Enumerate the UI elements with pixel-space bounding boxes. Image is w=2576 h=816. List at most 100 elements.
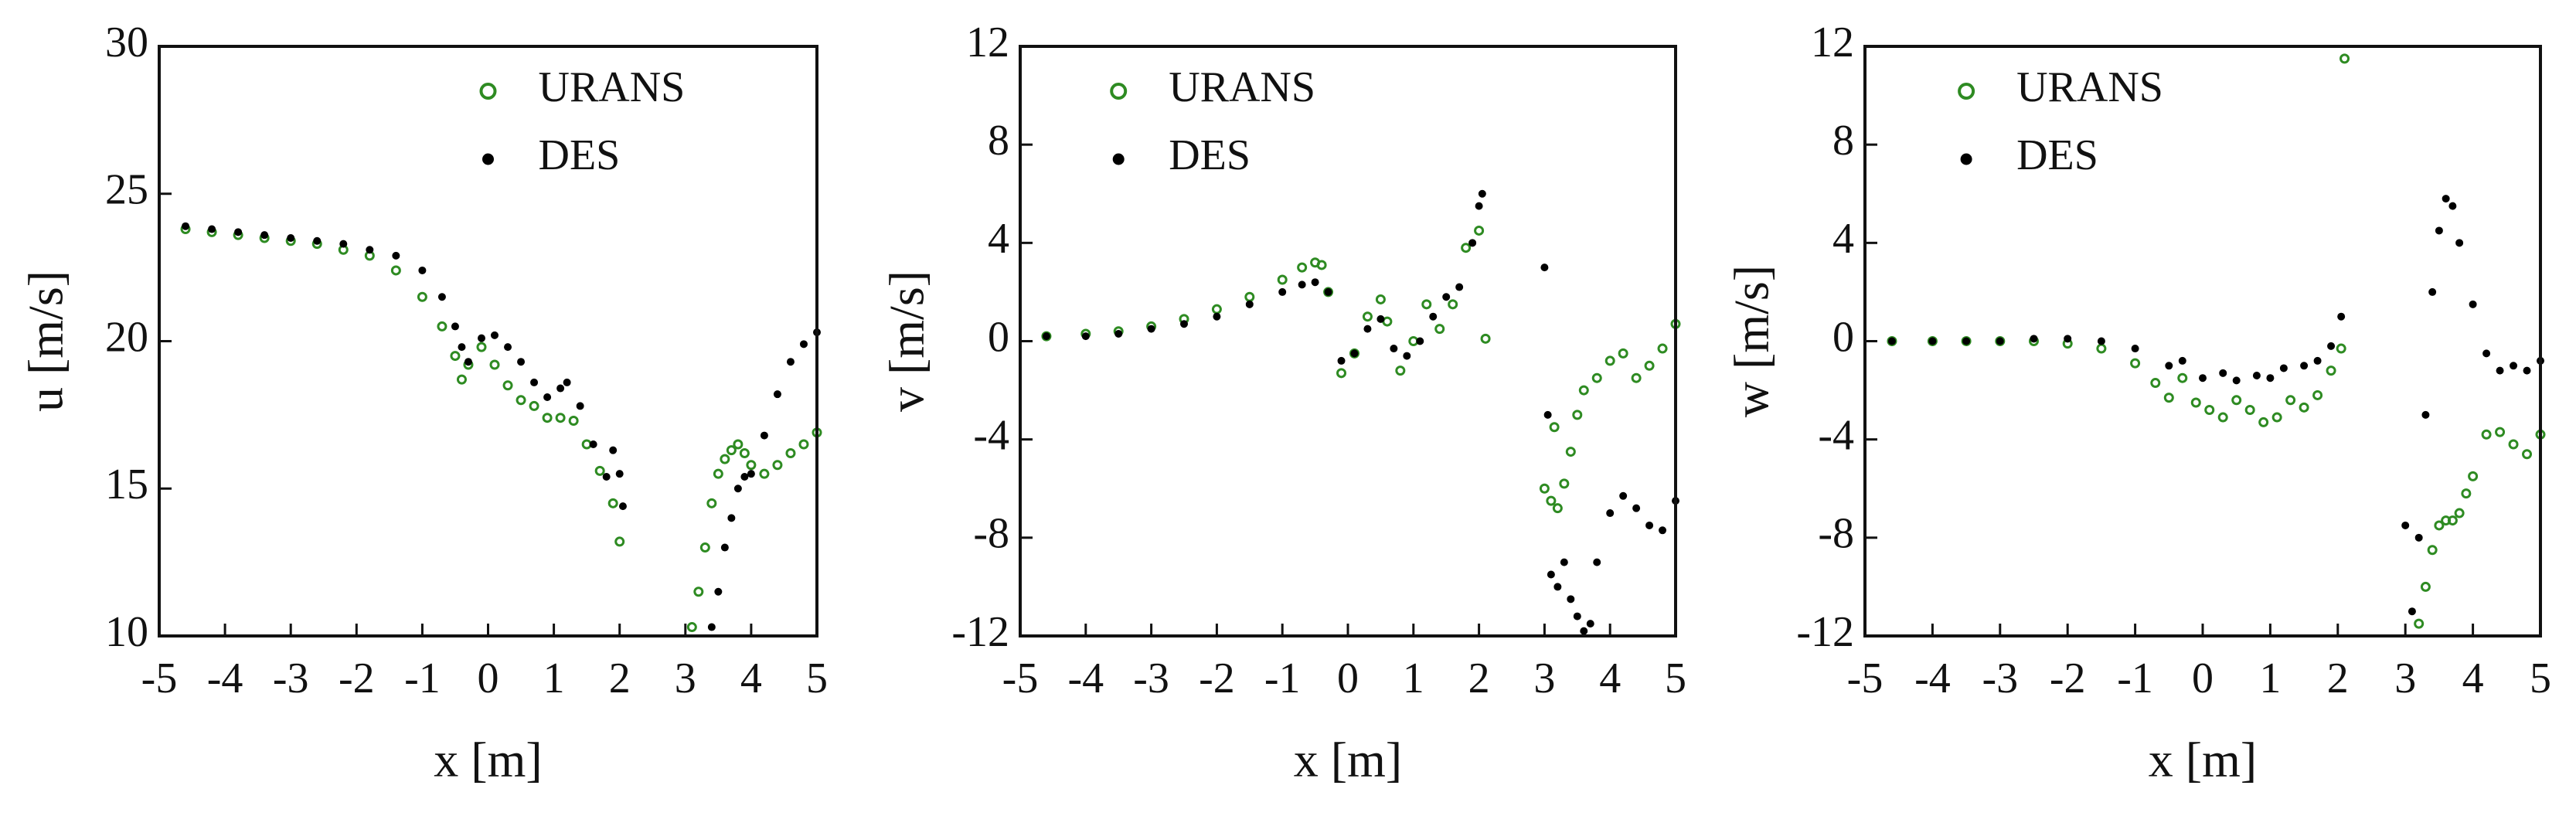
data-point <box>1403 352 1411 360</box>
x-tick-label: 3 <box>675 654 696 702</box>
y-tick-label: -8 <box>973 510 1009 558</box>
data-point <box>2326 366 2336 376</box>
data-point <box>773 390 781 399</box>
data-point <box>2064 335 2072 343</box>
data-point <box>1559 478 1570 489</box>
data-point <box>1468 239 1477 247</box>
data-point <box>1363 325 1372 333</box>
data-point <box>594 465 605 476</box>
data-point <box>607 498 618 508</box>
y-tick-label: 8 <box>1832 117 1854 165</box>
data-point <box>2420 581 2431 592</box>
data-point <box>502 380 513 391</box>
data-point <box>451 322 459 331</box>
x-axis-label: x [m] <box>1294 733 1402 787</box>
data-point <box>556 384 565 393</box>
data-point <box>747 470 755 478</box>
data-point <box>437 321 447 332</box>
data-point <box>2421 410 2430 419</box>
data-point <box>2455 239 2464 247</box>
x-tick-label: 4 <box>1599 654 1621 702</box>
x-tick-label: -2 <box>1199 654 1235 702</box>
y-tick-label: 12 <box>1811 19 1854 66</box>
data-point <box>2408 607 2416 616</box>
data-point <box>609 446 618 454</box>
legend-marker <box>1110 83 1128 100</box>
y-tick-label: 12 <box>966 19 1009 66</box>
data-point <box>2428 287 2437 296</box>
data-point <box>1546 495 1557 506</box>
data-point <box>1552 503 1563 514</box>
data-point <box>2204 405 2215 416</box>
data-point <box>2414 618 2425 629</box>
data-point <box>2300 362 2309 370</box>
data-point <box>1475 202 1483 210</box>
y-tick-label: 20 <box>105 313 148 361</box>
data-point <box>1362 311 1373 322</box>
data-point <box>1442 293 1451 301</box>
data-point <box>733 439 744 450</box>
y-axis-label: u [m/s] <box>19 270 73 412</box>
x-tick-label: -3 <box>1982 654 2018 702</box>
y-tick-label: 4 <box>988 215 1009 263</box>
legend-marker <box>1958 83 1975 100</box>
x-tick-label: -4 <box>1067 654 1104 702</box>
y-tick-label: 10 <box>105 608 148 656</box>
x-axis-label: x [m] <box>2149 733 2257 787</box>
data-point <box>2482 349 2491 358</box>
data-point <box>489 359 500 370</box>
data-point <box>1591 372 1602 383</box>
data-point <box>2190 397 2201 408</box>
data-point <box>1213 312 1221 321</box>
y-tick-label: 8 <box>988 117 1009 165</box>
x-tick-label: -2 <box>339 654 375 702</box>
x-tick-label: 0 <box>1337 654 1359 702</box>
data-point <box>1996 337 2004 345</box>
data-point <box>2339 53 2350 64</box>
x-tick-label: -3 <box>1133 654 1169 702</box>
x-tick-label: -1 <box>1264 654 1301 702</box>
y-tick-label: 4 <box>1832 215 1854 263</box>
data-point <box>1657 343 1668 354</box>
data-point <box>615 470 624 478</box>
data-point <box>339 240 348 248</box>
data-point <box>713 468 723 479</box>
data-point <box>2096 343 2107 354</box>
data-point <box>1539 483 1550 494</box>
plot-frame <box>158 45 818 638</box>
data-point <box>543 393 552 401</box>
x-tick-label: -1 <box>404 654 441 702</box>
data-point <box>1298 280 1306 289</box>
data-point <box>2468 471 2479 481</box>
data-point <box>2481 429 2492 440</box>
data-point <box>2496 366 2504 375</box>
data-point <box>1461 243 1472 253</box>
data-point <box>2447 515 2458 526</box>
data-point <box>208 225 216 233</box>
data-point <box>418 266 427 274</box>
data-point <box>2435 226 2443 235</box>
data-point <box>1645 521 1654 529</box>
y-tick-label: 0 <box>1832 313 1854 361</box>
data-point <box>450 351 461 362</box>
data-point <box>2523 366 2531 375</box>
data-point <box>1448 299 1458 310</box>
data-point <box>1211 304 1222 314</box>
data-point <box>1659 526 1667 535</box>
x-tick-label: 1 <box>543 654 565 702</box>
data-point <box>2219 369 2227 377</box>
data-point <box>234 228 243 236</box>
data-point <box>1081 332 1090 341</box>
data-point <box>1244 291 1255 302</box>
data-point <box>2266 374 2275 382</box>
y-tick-label: -12 <box>951 608 1009 656</box>
data-point <box>2165 362 2173 370</box>
data-point <box>706 498 717 508</box>
x-tick-label: -2 <box>2050 654 2086 702</box>
data-point <box>2163 393 2174 403</box>
data-point <box>1390 345 1398 353</box>
data-point <box>1147 325 1155 333</box>
x-tick-label: -5 <box>141 654 178 702</box>
data-point <box>2312 389 2323 400</box>
legend-label: DES <box>2016 131 2098 179</box>
